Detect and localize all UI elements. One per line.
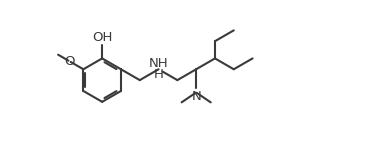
Text: O: O — [65, 55, 75, 68]
Text: NH
H: NH H — [149, 57, 168, 81]
Text: N: N — [191, 90, 201, 103]
Text: OH: OH — [92, 31, 112, 44]
